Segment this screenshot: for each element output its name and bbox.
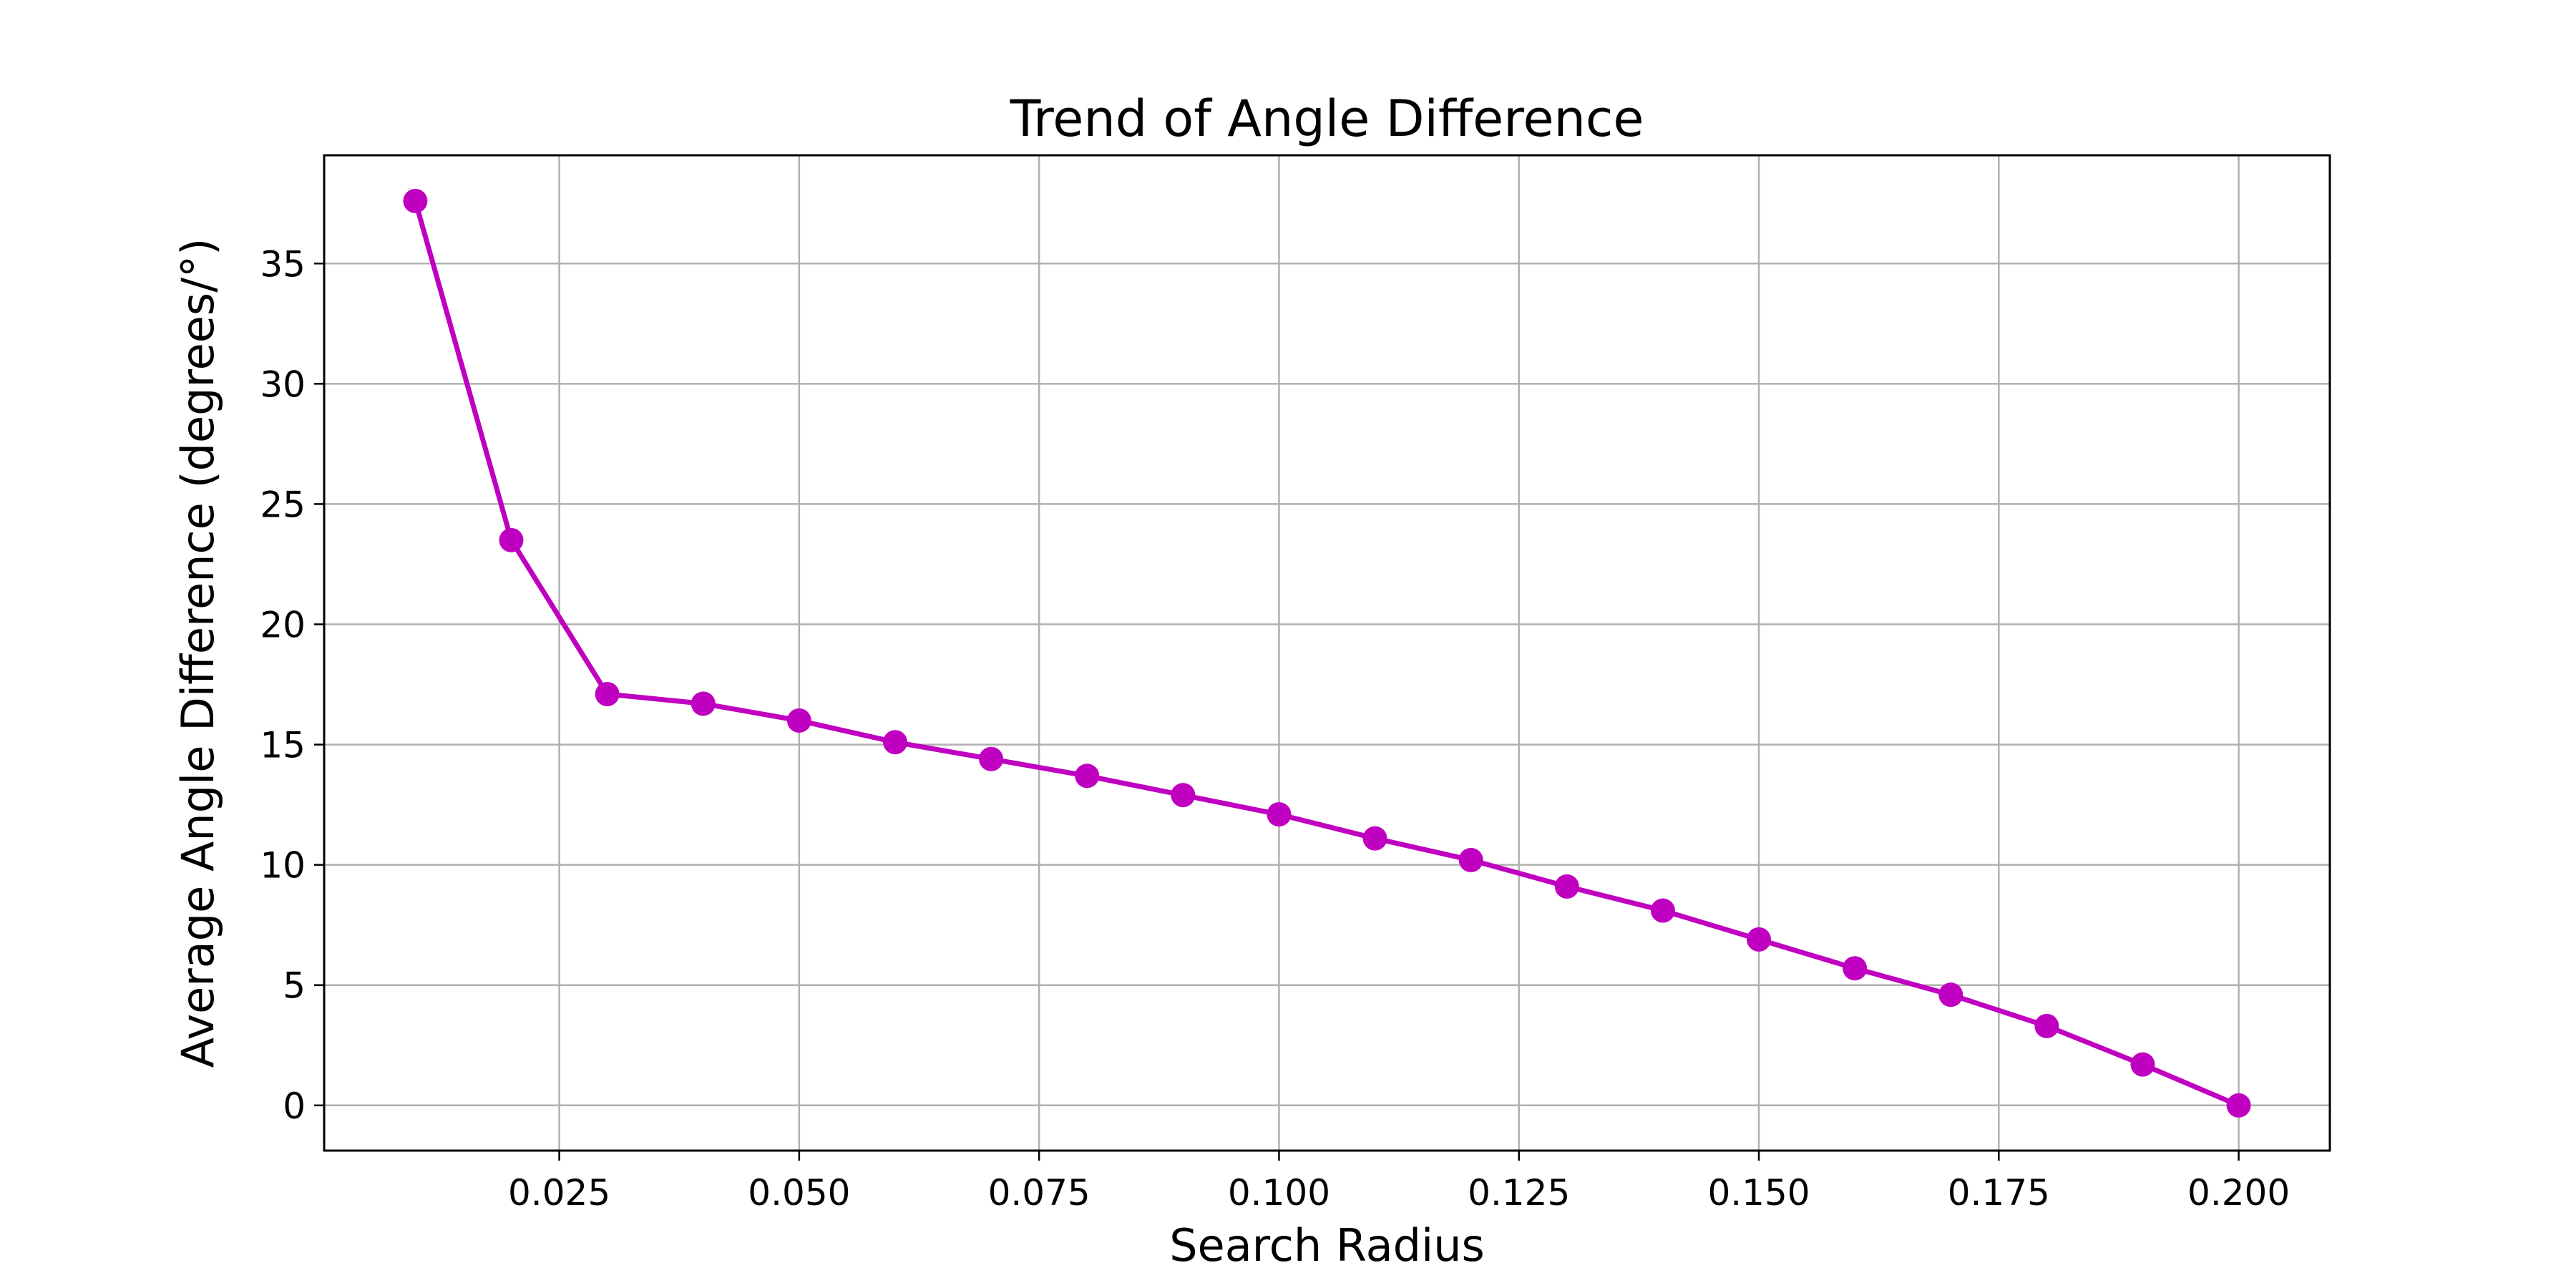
- y-tick-label: 15: [260, 725, 306, 766]
- grid: [324, 155, 2330, 1151]
- x-tick-label: 0.175: [1948, 1172, 2050, 1214]
- data-point: [1747, 927, 1772, 952]
- x-tick-label: 0.125: [1468, 1172, 1570, 1214]
- data-point: [691, 691, 716, 716]
- x-ticks: 0.025 0.050 0.075 0.100 0.125 0.150 0.175 0.200: [508, 1151, 2290, 1214]
- data-point: [1171, 783, 1196, 808]
- data-point: [1075, 763, 1100, 789]
- data-point: [1267, 802, 1292, 827]
- data-point: [403, 188, 428, 213]
- y-ticks: 0 5 10 15 20 25 30 35: [260, 243, 324, 1127]
- series-line: [413, 200, 2240, 1108]
- y-tick-label: 5: [283, 965, 306, 1007]
- x-tick-label: 0.150: [1707, 1172, 1810, 1214]
- data-point: [2226, 1093, 2251, 1118]
- chart-title: Trend of Angle Difference: [1010, 89, 1644, 148]
- data-point: [1554, 874, 1579, 899]
- data-point: [1362, 826, 1387, 851]
- x-tick-label: 0.025: [508, 1172, 610, 1214]
- data-point: [1650, 898, 1675, 923]
- y-tick-label: 35: [260, 243, 306, 285]
- y-tick-label: 25: [260, 484, 306, 525]
- data-point: [1938, 982, 1963, 1008]
- data-point: [1458, 847, 1483, 872]
- data-point: [2034, 1013, 2059, 1038]
- data-point: [786, 708, 811, 733]
- y-axis-label: Average Angle Difference (degrees/°): [172, 238, 224, 1068]
- data-point: [979, 746, 1004, 771]
- y-tick-label: 30: [260, 364, 306, 405]
- series-layer: [403, 188, 2251, 1118]
- x-tick-label: 0.050: [748, 1172, 850, 1214]
- x-tick-label: 0.200: [2187, 1172, 2290, 1214]
- plot-frame: [323, 154, 2331, 1152]
- x-tick-label: 0.075: [988, 1172, 1091, 1214]
- data-point: [1843, 956, 1868, 981]
- data-point: [499, 527, 524, 552]
- y-tick-label: 20: [260, 604, 306, 645]
- x-tick-label: 0.100: [1228, 1172, 1330, 1214]
- data-point: [882, 730, 907, 755]
- data-point: [2130, 1052, 2155, 1077]
- x-axis-label: Search Radius: [1169, 1219, 1485, 1272]
- y-tick-label: 10: [260, 845, 306, 887]
- y-tick-label: 0: [283, 1085, 306, 1127]
- data-point: [595, 681, 620, 706]
